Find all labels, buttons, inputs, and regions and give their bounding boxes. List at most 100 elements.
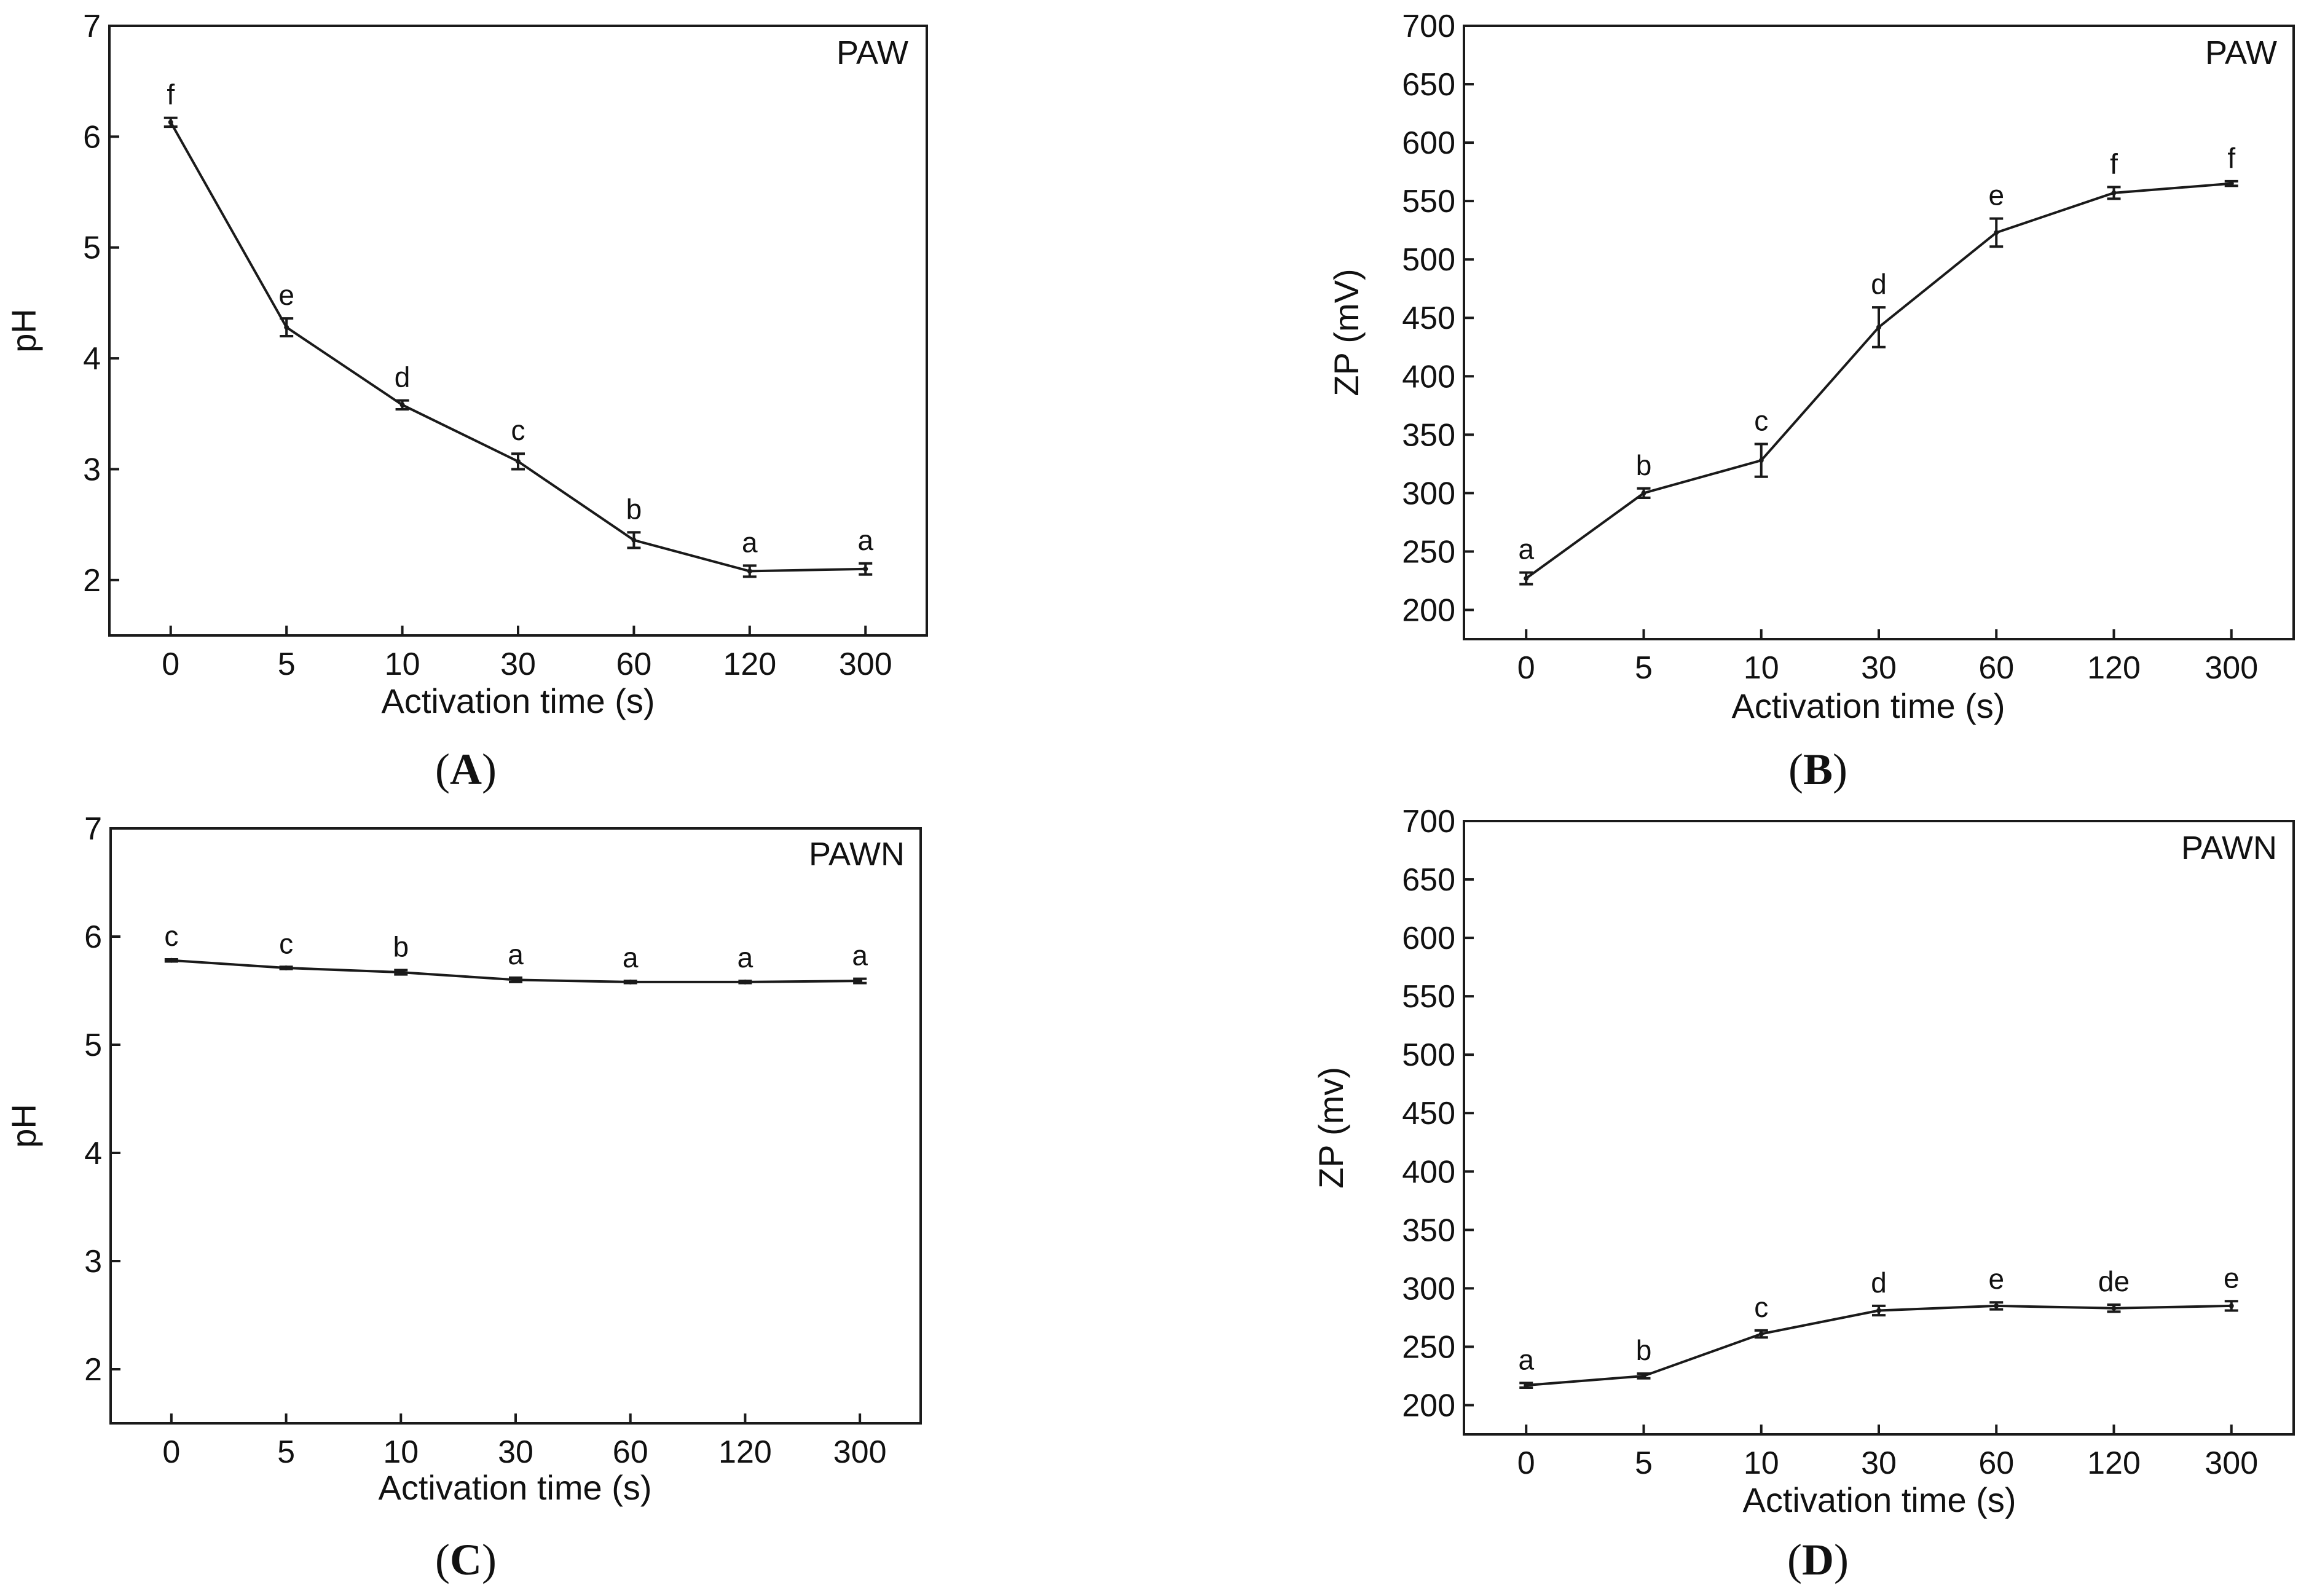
panel-b-x-axis: 0 5 10 30 60 120 300 — [1517, 629, 2258, 686]
x-tick-label: 30 — [500, 647, 536, 682]
panel-d: 200 250 300 350 400 450 500 550 600 650 700 0 5 10 30… — [1312, 804, 2295, 1584]
significance-label: a — [623, 941, 639, 973]
y-tick-label: 500 — [1402, 1037, 1455, 1073]
significance-label: a — [508, 938, 524, 970]
significance-label: a — [1518, 1343, 1534, 1375]
significance-label: e — [2224, 1262, 2240, 1294]
significance-label: f — [2227, 142, 2235, 174]
x-tick-label: 60 — [613, 1434, 648, 1470]
panel-c: 2 3 4 5 6 7 0 5 10 30 60 120 300 c c b a a a a PAWN Activ… — [4, 811, 922, 1584]
data-point — [283, 965, 289, 971]
significance-label: c — [1754, 405, 1768, 437]
significance-label: e — [278, 279, 294, 311]
panel-b-y-axis: 200 250 300 350 400 450 500 550 600 650 700 — [1402, 9, 1474, 628]
x-tick-label: 120 — [718, 1434, 772, 1470]
panel-d-series: a bcd e de e — [1518, 1262, 2240, 1389]
data-point — [747, 568, 752, 574]
x-tick-label: 0 — [1517, 650, 1535, 686]
x-tick-label: 5 — [1635, 650, 1653, 686]
data-point — [168, 119, 173, 125]
y-tick-label: 450 — [1402, 1096, 1455, 1131]
y-tick-label: 300 — [1402, 1271, 1455, 1307]
panel-b-caption-letter: B — [1803, 745, 1833, 794]
y-tick-label: 200 — [1402, 592, 1455, 628]
data-point — [1524, 1383, 1529, 1388]
panel-d-x-title: Activation time (s) — [1743, 1480, 2016, 1519]
panel-a-x-title: Activation time (s) — [382, 682, 655, 720]
significance-label: e — [1988, 179, 2004, 211]
significance-label: b — [393, 931, 409, 963]
significance-label: b — [1636, 1334, 1652, 1366]
significance-label: a — [1518, 533, 1534, 565]
panel-c-y-title: pH — [4, 1104, 43, 1148]
significance-label: a — [742, 526, 758, 558]
y-tick-label: 250 — [1402, 534, 1455, 570]
x-tick-label: 300 — [2205, 1445, 2258, 1481]
y-tick-label: 6 — [83, 119, 101, 155]
y-tick-label: 3 — [83, 452, 101, 487]
data-point — [1994, 1303, 1999, 1308]
y-tick-label: 600 — [1402, 921, 1455, 956]
data-point — [516, 458, 521, 464]
x-tick-label: 0 — [1517, 1445, 1535, 1481]
y-tick-label: 5 — [84, 1028, 102, 1063]
significance-label: d — [395, 361, 411, 393]
data-point — [2111, 190, 2117, 195]
y-tick-label: 7 — [84, 811, 102, 847]
y-tick-label: 400 — [1402, 359, 1455, 395]
data-point — [1641, 1373, 1646, 1378]
x-tick-label: 10 — [1744, 650, 1779, 686]
y-tick-label: 2 — [83, 563, 101, 599]
y-tick-label: 300 — [1402, 476, 1455, 511]
data-point — [399, 402, 405, 407]
panel-d-y-axis: 200 250 300 350 400 450 500 550 600 650 700 — [1402, 804, 1474, 1423]
data-point — [1994, 230, 1999, 235]
panel-c-y-axis: 2 3 4 5 6 7 — [84, 811, 120, 1388]
y-tick-label: 7 — [83, 9, 101, 44]
y-tick-label: 250 — [1402, 1329, 1455, 1365]
y-tick-label: 650 — [1402, 862, 1455, 898]
panel-b: 200 250 300 350 400 450 500 550 600 650 700 0 5 10 30… — [1327, 9, 2295, 794]
data-point — [863, 566, 868, 572]
y-tick-label: 700 — [1402, 9, 1455, 44]
y-tick-label: 200 — [1402, 1388, 1455, 1423]
significance-label: c — [1754, 1291, 1768, 1323]
x-tick-label: 30 — [1861, 1445, 1897, 1481]
data-point — [631, 537, 637, 543]
panel-b-caption: (B) — [1788, 745, 1847, 794]
significance-label: a — [738, 941, 753, 973]
panel-b-series: a b c d e f f — [1518, 142, 2238, 586]
y-tick-label: 450 — [1402, 301, 1455, 336]
data-point — [1876, 1308, 1881, 1313]
significance-label: b — [1636, 449, 1652, 481]
panel-a-tag: PAW — [836, 34, 908, 71]
y-tick-label: 500 — [1402, 242, 1455, 278]
data-point — [2228, 1303, 2234, 1308]
panel-d-x-axis: 0 5 10 30 60 120 300 — [1517, 1425, 2258, 1481]
y-tick-label: 350 — [1402, 417, 1455, 453]
x-tick-label: 120 — [2087, 650, 2141, 686]
significance-label: d — [1871, 1267, 1887, 1299]
data-point — [398, 970, 404, 975]
data-point — [2228, 181, 2234, 186]
panel-b-tag: PAW — [2205, 34, 2277, 71]
x-tick-label: 60 — [1978, 650, 2014, 686]
panel-c-x-title: Activation time (s) — [379, 1468, 652, 1507]
x-tick-label: 60 — [616, 647, 651, 682]
panel-c-tag: PAWN — [809, 836, 905, 873]
data-point — [2111, 1305, 2117, 1311]
panel-b-x-title: Activation time (s) — [1732, 686, 2005, 725]
y-tick-label: 550 — [1402, 184, 1455, 219]
panel-a-caption-letter: A — [450, 745, 482, 794]
x-tick-label: 0 — [162, 1434, 180, 1470]
panel-a-x-axis: 0 5 10 30 60 120 300 — [162, 626, 892, 682]
panel-d-caption: (D) — [1787, 1535, 1849, 1584]
significance-label: f — [2110, 147, 2118, 179]
panel-d-caption-letter: D — [1802, 1535, 1834, 1584]
x-tick-label: 10 — [1744, 1445, 1779, 1481]
x-tick-label: 60 — [1978, 1445, 2014, 1481]
data-point — [513, 977, 518, 983]
